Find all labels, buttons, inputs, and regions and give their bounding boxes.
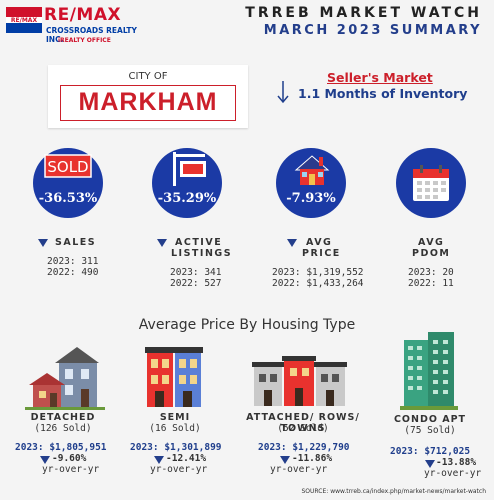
market-type: Seller's Market [327, 70, 433, 85]
pdom-2022: 2022: 11 [408, 278, 454, 289]
sales-circle: SOLD -36.53% [33, 148, 103, 218]
city-box: CITY OF MARKHAM [48, 65, 248, 128]
remax-logo: RE/MAX RE/MAX CROSSROADS REALTY INC. iRE… [6, 5, 146, 53]
price-label-2: PRICE [302, 248, 341, 259]
sold-sign-icon: SOLD [44, 154, 92, 178]
header-title: TRREB MARKET WATCH [245, 5, 482, 21]
down-arrow-icon [277, 81, 289, 104]
price-2023: 2023: $1,319,552 [272, 267, 364, 278]
condo-change: -13.88% [436, 457, 477, 468]
detached-yoy: yr-over-yr [42, 464, 100, 475]
listings-change: -35.29% [157, 191, 217, 206]
condo-sold: (75 Sold) [404, 425, 456, 436]
condo-down-icon [425, 460, 435, 468]
pdom-circle [396, 148, 466, 218]
detached-name: DETACHED [30, 412, 96, 423]
calendar-icon [413, 165, 449, 201]
price-label-1: AVG [306, 237, 333, 248]
price-2022: 2022: $1,433,264 [272, 278, 364, 289]
header-subtitle: MARCH 2023 SUMMARY [263, 23, 482, 38]
attached-price: 2023: $1,229,790 [258, 442, 350, 453]
semi-name: SEMI [159, 412, 191, 423]
brand-office: iREALTY OFFICE [58, 37, 111, 44]
attached-change: -11.86% [292, 453, 333, 464]
semi-change: -12.41% [166, 453, 207, 464]
brand-subtitle: CROSSROADS REALTY INC. [46, 26, 137, 44]
attached-sold: (52 Sold) [277, 423, 329, 434]
townhouse-icon [252, 356, 347, 406]
svg-text:RE/MAX: RE/MAX [11, 17, 38, 24]
city-prefix: CITY OF [128, 71, 168, 82]
condo-price: 2023: $712,025 [390, 446, 471, 457]
detached-change: -9.60% [52, 453, 87, 464]
source-note: SOURCE: www.trreb.ca/index.php/market-ne… [301, 488, 487, 495]
brand-name: RE/MAX [44, 5, 122, 25]
sales-down-icon [38, 239, 48, 247]
condo-building-icon [400, 332, 458, 410]
svg-text:SOLD: SOLD [47, 158, 88, 176]
detached-sold: (126 Sold) [34, 423, 92, 434]
section-title: Average Price By Housing Type [138, 317, 356, 333]
pdom-2023: 2023: 20 [408, 267, 454, 278]
attached-name: ATTACHED/ ROWS/ TOWNS [246, 412, 360, 434]
listings-2023: 2023: 341 [170, 267, 222, 278]
semi-down-icon [154, 456, 164, 464]
listings-down-icon [157, 239, 167, 247]
condo-yoy: yr-over-yr [424, 468, 482, 479]
attached-yoy: yr-over-yr [270, 464, 328, 475]
balloon-logo-icon: RE/MAX [6, 7, 42, 33]
semi-yoy: yr-over-yr [150, 464, 208, 475]
semi-house-icon [145, 347, 203, 407]
price-change: -7.93% [286, 191, 336, 206]
city-name: MARKHAM [60, 85, 236, 121]
listings-2022: 2022: 527 [170, 278, 222, 289]
sales-label: SALES [55, 237, 97, 248]
price-circle: -7.93% [276, 148, 346, 218]
detached-house-icon [25, 347, 105, 410]
sales-2022: 2022: 490 [47, 267, 99, 278]
house-icon [294, 155, 330, 185]
sales-2023: 2023: 311 [47, 256, 99, 267]
detached-price: 2023: $1,805,951 [15, 442, 107, 453]
sales-change: -36.53% [38, 191, 98, 206]
pdom-label-1: AVG [418, 237, 445, 248]
listings-label-1: ACTIVE [175, 237, 223, 248]
pdom-label-2: PDOM [412, 248, 451, 259]
market-inventory: 1.1 Months of Inventory [298, 86, 468, 101]
semi-sold: (16 Sold) [149, 423, 201, 434]
attached-down-icon [280, 456, 290, 464]
listings-label-2: LISTINGS [171, 248, 233, 259]
semi-price: 2023: $1,301,899 [130, 442, 222, 453]
listings-circle: -35.29% [152, 148, 222, 218]
for-sale-sign-icon [173, 152, 206, 186]
condo-name: CONDO APT [393, 414, 467, 425]
price-down-icon [287, 239, 297, 247]
detached-down-icon [40, 456, 50, 464]
